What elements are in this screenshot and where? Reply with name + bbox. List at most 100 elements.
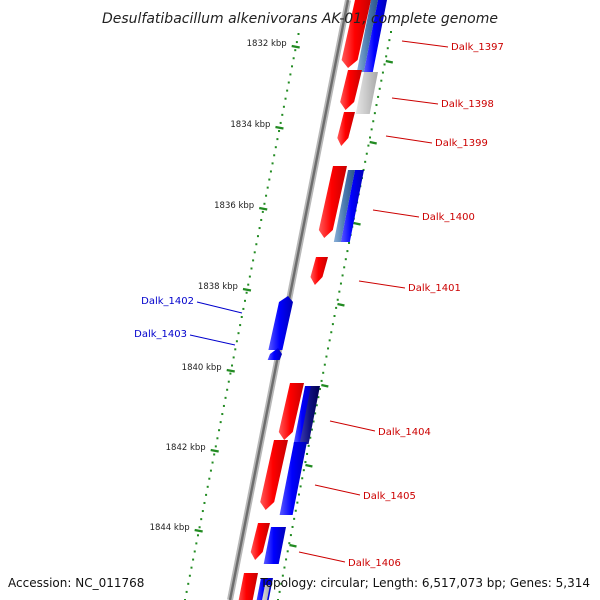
scale-dot bbox=[338, 290, 341, 293]
scale-dot bbox=[216, 437, 219, 440]
scale-dot bbox=[279, 121, 282, 124]
scale-dot bbox=[341, 274, 344, 277]
gene-block-dalk-1406b bbox=[263, 527, 286, 564]
scale-dot bbox=[276, 138, 279, 141]
scale-dot bbox=[243, 299, 246, 302]
scale-dot bbox=[255, 243, 258, 246]
gene-block-dalk-1405 bbox=[260, 440, 288, 510]
gene-label-dalk-1404[interactable]: Dalk_1404 bbox=[378, 427, 431, 438]
gene-label-dalk-1403[interactable]: Dalk_1403 bbox=[134, 329, 187, 340]
scale-dot bbox=[187, 582, 190, 585]
scale-dot bbox=[386, 47, 389, 50]
gene-label-dalk-1402[interactable]: Dalk_1402 bbox=[141, 296, 194, 307]
scale-dot bbox=[224, 396, 227, 399]
gene-callout-line bbox=[329, 420, 376, 432]
scale-dot bbox=[335, 306, 338, 309]
scale-dot bbox=[214, 445, 217, 448]
scale-dot bbox=[269, 170, 272, 173]
scale-dot bbox=[348, 241, 351, 244]
scale-dot bbox=[370, 128, 373, 131]
scale-dot bbox=[307, 444, 310, 447]
scale-tick-mark bbox=[353, 221, 361, 226]
scale-tick-label: 1834 kbp bbox=[230, 120, 270, 130]
scale-dot bbox=[373, 112, 376, 115]
gene-label-dalk-1406[interactable]: Dalk_1406 bbox=[348, 558, 401, 569]
scale-dot bbox=[314, 412, 317, 415]
gene-label-dalk-1401[interactable]: Dalk_1401 bbox=[408, 283, 461, 294]
scale-dot bbox=[232, 356, 235, 359]
scale-dot bbox=[190, 566, 193, 569]
scale-dot bbox=[318, 388, 321, 391]
gene-block-dalk-1407 bbox=[238, 573, 258, 600]
scale-dot bbox=[198, 526, 201, 529]
scale-dot bbox=[185, 590, 188, 593]
gene-block-dalk-1398 bbox=[340, 70, 362, 110]
scale-tick-mark bbox=[242, 287, 252, 292]
scale-dot bbox=[196, 534, 199, 537]
scale-dot bbox=[325, 355, 328, 358]
scale-dot bbox=[253, 251, 256, 254]
scale-dot bbox=[284, 97, 287, 100]
scale-dot bbox=[218, 429, 221, 432]
scale-dot bbox=[252, 259, 255, 262]
gene-labels: Dalk_1397 Dalk_1398 Dalk_1399 Dalk_1400 Dalk… bbox=[134, 40, 504, 569]
scale-tick-mark bbox=[194, 528, 203, 533]
scale-dot bbox=[286, 89, 289, 92]
scale-dot bbox=[375, 104, 378, 107]
gene-callout-line bbox=[391, 97, 439, 105]
scale-dot bbox=[282, 105, 285, 108]
scale-tick-mark bbox=[275, 125, 284, 130]
gene-callout-line bbox=[189, 334, 236, 346]
scale-dot bbox=[322, 371, 325, 374]
gene-label-dalk-1397[interactable]: Dalk_1397 bbox=[451, 42, 504, 53]
gene-block-dalk-1407c bbox=[262, 585, 270, 600]
scale-dot bbox=[258, 227, 261, 230]
scale-dot bbox=[200, 518, 203, 521]
gene-block-dalk-1398b bbox=[355, 72, 378, 114]
scale-dot bbox=[265, 194, 268, 197]
scale-dot bbox=[195, 542, 198, 545]
scale-dot bbox=[205, 493, 208, 496]
scale-dot bbox=[283, 566, 286, 569]
scale-dot bbox=[390, 31, 392, 33]
scale-dot bbox=[344, 258, 347, 261]
gene-block-dalk-1400c bbox=[340, 170, 364, 242]
scale-dot bbox=[292, 57, 295, 60]
scale-dot bbox=[299, 485, 302, 488]
scale-dot bbox=[364, 160, 367, 163]
scale-dot bbox=[280, 582, 283, 585]
scale-tick-mark bbox=[321, 383, 329, 388]
gene-label-dalk-1400[interactable]: Dalk_1400 bbox=[422, 212, 475, 223]
gene-block-dalk-1400 bbox=[318, 166, 347, 238]
scale-dot bbox=[268, 178, 271, 181]
scale-dot bbox=[339, 282, 342, 285]
scale-dot bbox=[193, 550, 196, 553]
gene-callout-line bbox=[385, 135, 433, 144]
scale-dot bbox=[211, 461, 214, 464]
gene-callout-line bbox=[401, 40, 449, 48]
scale-dot bbox=[317, 396, 320, 399]
scale-dot bbox=[188, 574, 191, 577]
scale-dot bbox=[226, 388, 229, 391]
scale-dot bbox=[385, 55, 388, 58]
scale-dot bbox=[289, 73, 292, 76]
scale-dot bbox=[369, 136, 372, 139]
gene-label-dalk-1405[interactable]: Dalk_1405 bbox=[363, 491, 416, 502]
scale-dot bbox=[383, 63, 386, 66]
scale-dot bbox=[285, 558, 288, 561]
scale-dot bbox=[266, 186, 269, 189]
scale-dot bbox=[209, 469, 212, 472]
gene-block-dalk-1397 bbox=[341, 0, 371, 68]
scale-dot bbox=[323, 363, 326, 366]
gene-label-dalk-1398[interactable]: Dalk_1398 bbox=[441, 99, 494, 110]
scale-dot bbox=[309, 436, 312, 439]
scale-dot bbox=[297, 493, 300, 496]
gene-block-dalk-1404b bbox=[293, 386, 312, 444]
scale-dot bbox=[310, 428, 313, 431]
gene-label-dalk-1399[interactable]: Dalk_1399 bbox=[435, 138, 488, 149]
scale-dot bbox=[261, 210, 264, 213]
scale-dot bbox=[288, 542, 291, 545]
scale-dot bbox=[327, 347, 330, 350]
scale-tick-mark bbox=[337, 302, 345, 307]
